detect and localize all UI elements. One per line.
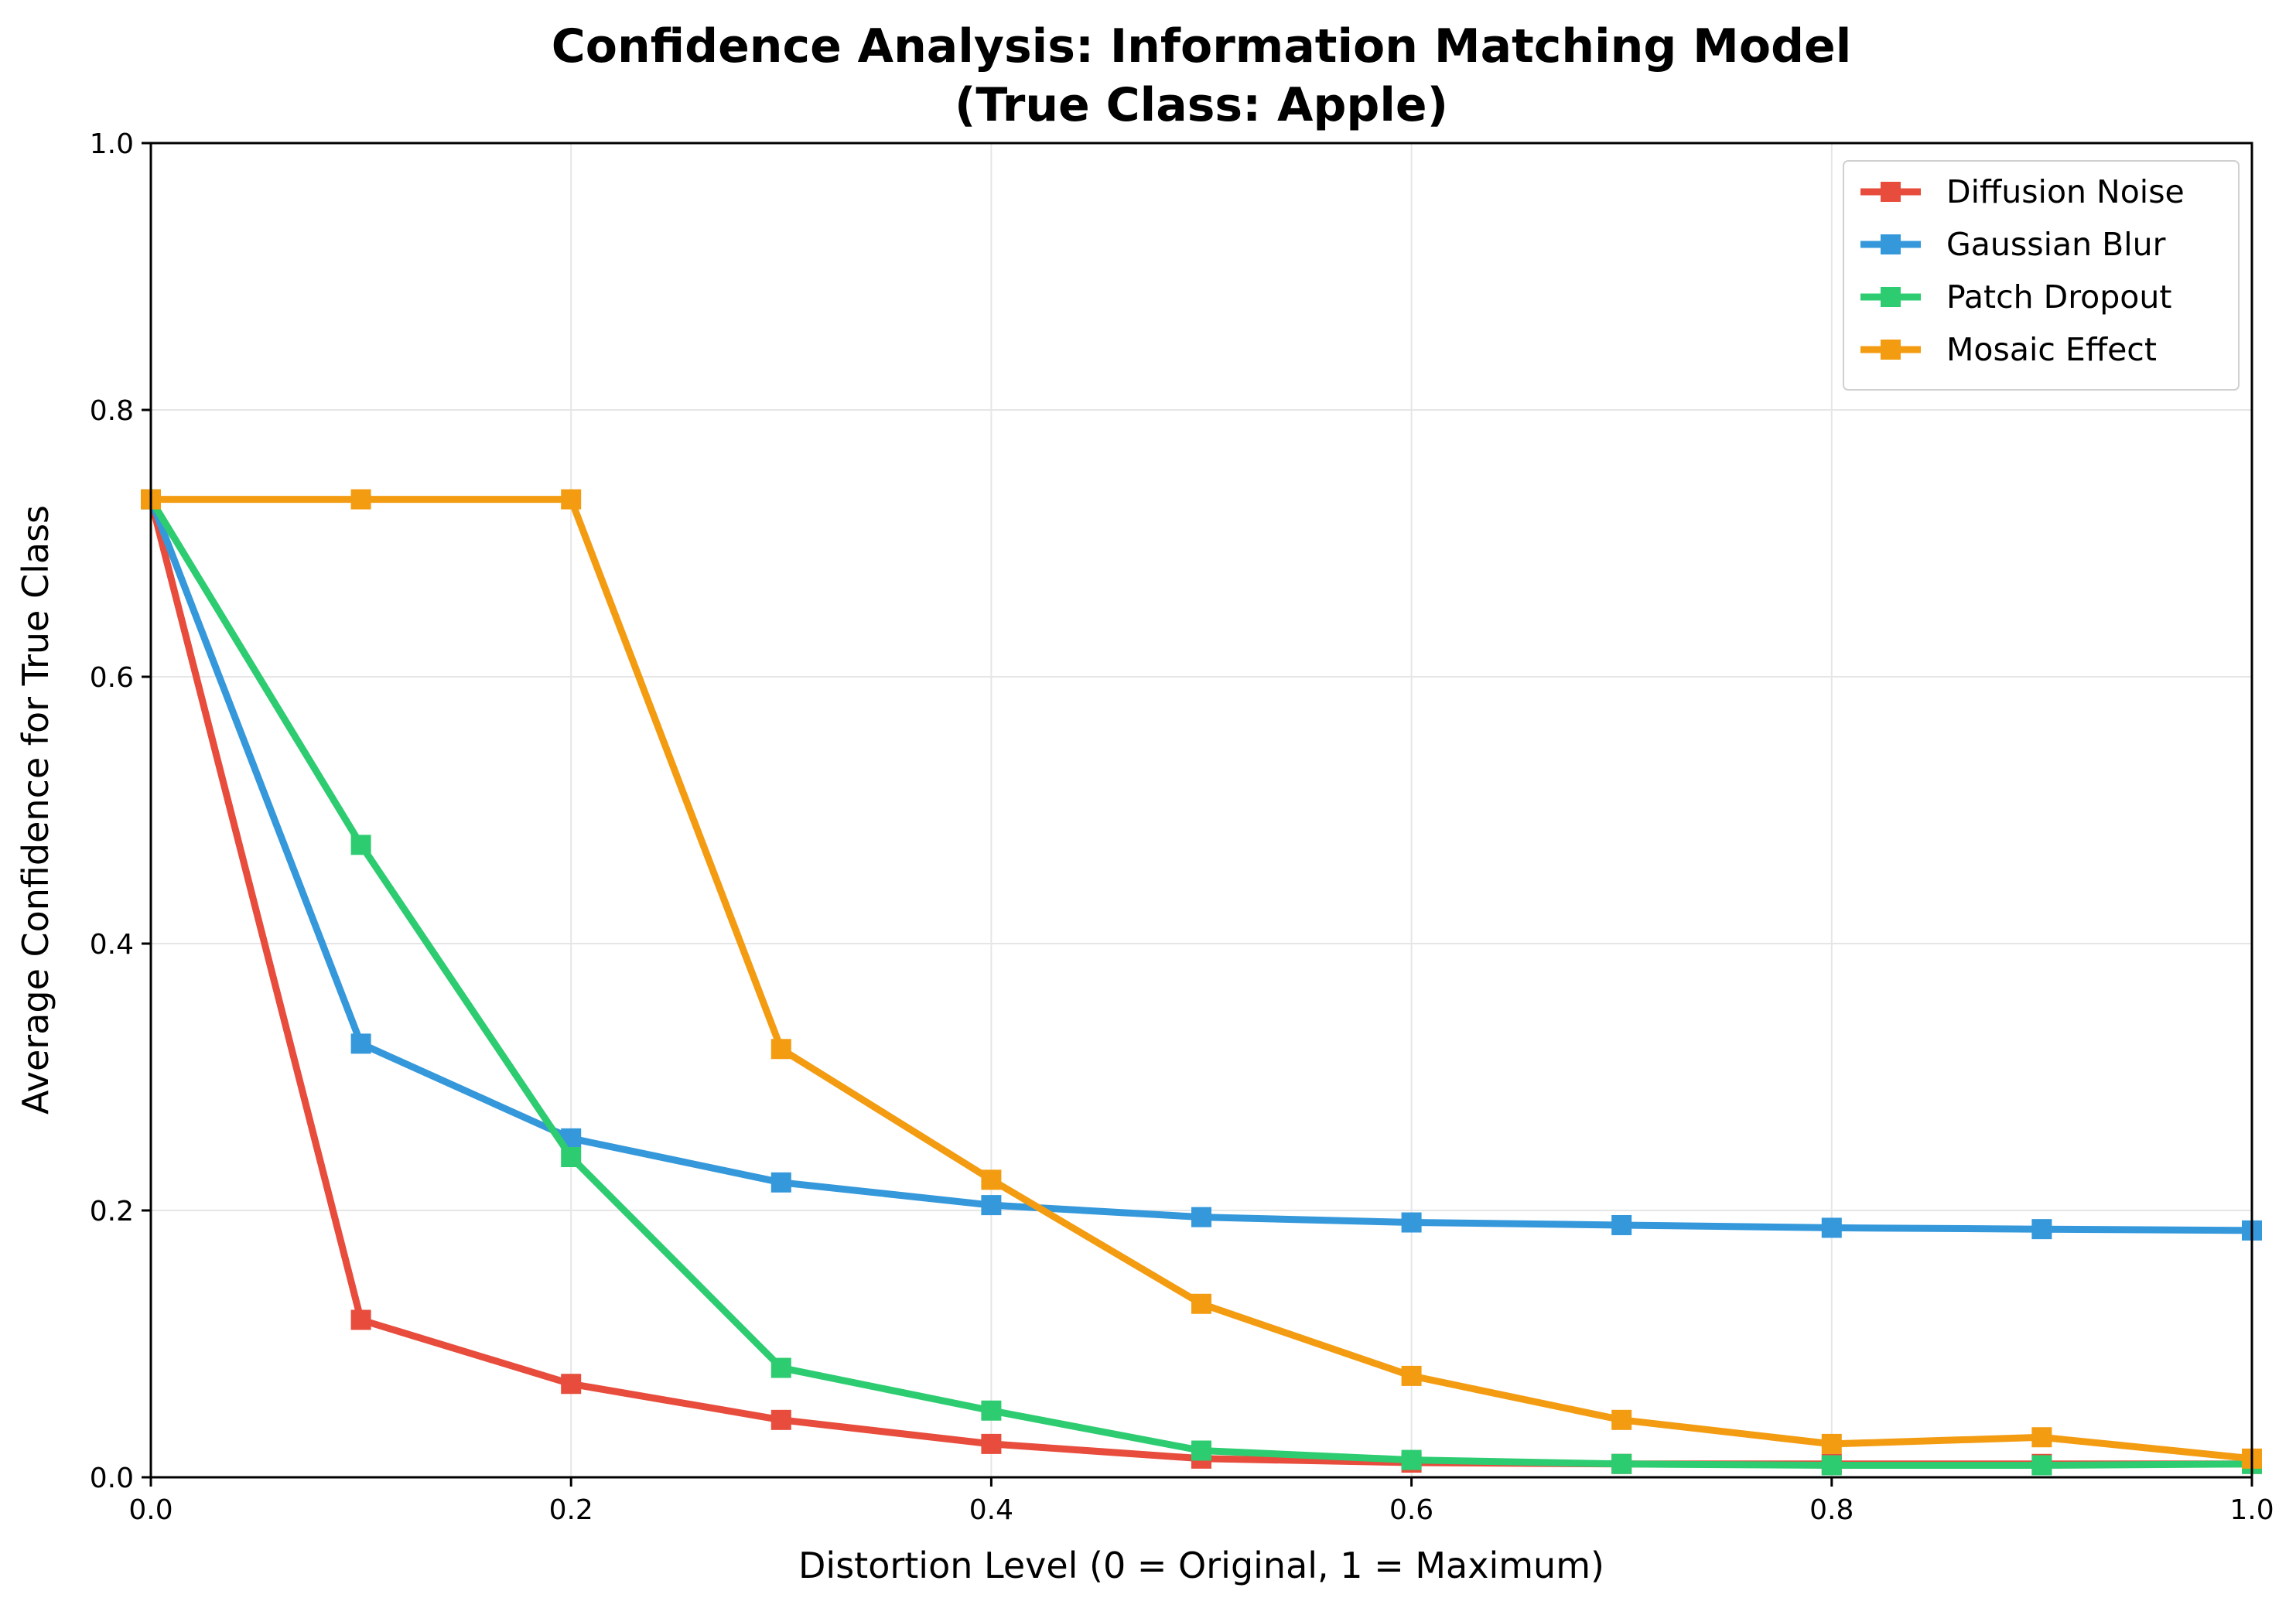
chart-title-line2: (True Class: Apple) [955, 78, 1448, 132]
data-point-marker [1401, 1212, 1422, 1233]
data-point-marker [1821, 1433, 1842, 1454]
legend-swatch-marker [1881, 234, 1901, 254]
y-tick-label: 1.0 [90, 128, 134, 160]
data-point-marker [350, 1033, 371, 1054]
data-point-marker [350, 489, 371, 510]
legend-swatch-marker [1881, 182, 1901, 202]
data-point-marker [770, 1357, 791, 1378]
data-point-marker [1401, 1365, 1422, 1386]
data-point-marker [981, 1433, 1002, 1454]
legend-label: Mosaic Effect [1946, 331, 2157, 368]
x-tick-label: 1.0 [2229, 1494, 2274, 1526]
series-line [147, 496, 2256, 1469]
legend-box [1843, 160, 2240, 391]
y-tick-label: 0.0 [90, 1463, 134, 1494]
y-tick-label: 0.6 [90, 662, 134, 694]
chart-title-line1: Confidence Analysis: Information Matchin… [552, 19, 1852, 73]
series-gaussian-blur [141, 489, 2262, 1241]
x-tick-label: 0.6 [1389, 1494, 1433, 1526]
data-point-marker [350, 1309, 371, 1330]
data-point-marker [770, 1039, 791, 1060]
data-point-marker [2031, 1455, 2052, 1476]
y-tick-label: 0.2 [90, 1196, 134, 1227]
data-point-marker [350, 835, 371, 855]
x-axis-label: Distortion Level (0 = Original, 1 = Maxi… [798, 1545, 1604, 1586]
legend-item: Diffusion Noise [1860, 173, 2185, 210]
series-line [147, 496, 2256, 1463]
data-point-marker [2031, 1219, 2052, 1240]
axis-ticks: 0.0 0.2 0.4 0.6 0.8 1.0 0.0 0.2 0.4 0.6 0.8 1.0 [90, 128, 2274, 1526]
legend: Diffusion Noise Gaussian Blur Patch Dropou… [1843, 160, 2240, 391]
data-point-marker [1821, 1455, 1842, 1476]
data-point-marker [561, 489, 582, 510]
series-mosaic-effect [141, 489, 2262, 1469]
data-point-marker [1191, 1440, 1211, 1461]
data-point-marker [770, 1172, 791, 1193]
series-group [141, 489, 2262, 1476]
legend-swatch-marker [1881, 340, 1901, 360]
data-point-marker [1191, 1207, 1211, 1227]
y-tick-label: 0.4 [90, 929, 134, 961]
data-point-marker [981, 1195, 1002, 1216]
data-point-marker [1611, 1453, 1632, 1474]
data-point-marker [1401, 1449, 1422, 1470]
x-tick-label: 0.2 [549, 1494, 593, 1526]
legend-label: Diffusion Noise [1946, 173, 2185, 210]
series-patch-dropout [141, 489, 2262, 1476]
data-point-marker [1611, 1214, 1632, 1235]
data-point-marker [2031, 1427, 2052, 1448]
data-point-marker [561, 1147, 582, 1167]
y-axis-label: Average Confidence for True Class [15, 505, 56, 1115]
x-tick-label: 0.4 [969, 1494, 1013, 1526]
legend-item: Mosaic Effect [1860, 331, 2157, 368]
data-point-marker [981, 1400, 1002, 1421]
y-tick-label: 0.8 [90, 395, 134, 427]
series-diffusion-noise [141, 489, 2262, 1474]
plot-frame [149, 142, 2253, 1479]
legend-item: Gaussian Blur [1860, 226, 2166, 263]
data-point-marker [1611, 1409, 1632, 1430]
data-point-marker [561, 1374, 582, 1395]
data-point-marker [770, 1409, 791, 1430]
data-point-marker [981, 1169, 1002, 1190]
x-tick-label: 0.0 [128, 1494, 173, 1526]
legend-label: Gaussian Blur [1946, 226, 2166, 263]
series-line [147, 496, 2256, 1234]
data-point-marker [1821, 1217, 1842, 1238]
legend-item: Patch Dropout [1860, 278, 2171, 316]
series-line [147, 496, 2256, 1468]
legend-label: Patch Dropout [1946, 278, 2171, 316]
x-tick-label: 0.8 [1809, 1494, 1854, 1526]
legend-swatch-marker [1881, 287, 1901, 307]
data-point-marker [1191, 1293, 1211, 1314]
